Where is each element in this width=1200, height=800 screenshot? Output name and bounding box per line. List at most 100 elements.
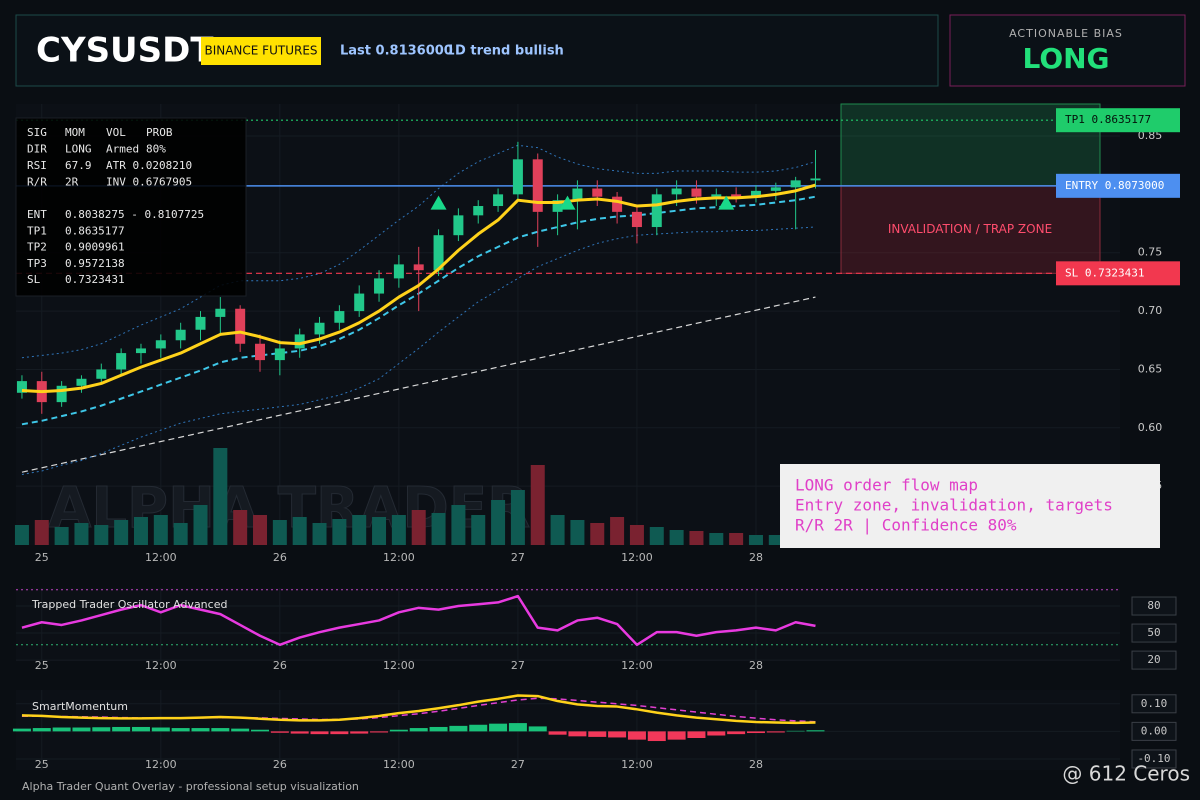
info-text: LONG xyxy=(65,143,92,156)
x-tick-label: 28 xyxy=(749,659,763,672)
histogram-bar xyxy=(627,731,646,740)
info-text: ATR 0.0208210 xyxy=(106,159,192,172)
volume-bar xyxy=(709,533,724,545)
candle-body xyxy=(810,178,821,181)
histogram-bar xyxy=(191,728,210,732)
candle-body xyxy=(592,188,603,197)
signal-marker xyxy=(430,195,447,210)
credit: @ 612 Ceros xyxy=(1062,762,1190,786)
y-tick-label: 0.65 xyxy=(1138,362,1163,375)
candle-body xyxy=(651,194,662,228)
histogram-bar xyxy=(52,727,71,732)
candle-body xyxy=(750,190,761,198)
volume-bar xyxy=(14,525,29,545)
y-tick-label: 0.75 xyxy=(1138,246,1163,259)
candle-body xyxy=(711,194,722,197)
x-tick-label: 27 xyxy=(511,758,525,771)
level-tag xyxy=(1056,261,1180,286)
x-tick-label: 12:00 xyxy=(145,758,177,771)
info-panel xyxy=(15,117,247,297)
histogram-bar xyxy=(231,728,250,732)
candle-body xyxy=(255,343,266,361)
histogram-bar xyxy=(151,727,170,732)
y-tick-label: 0.85 xyxy=(1138,129,1163,142)
trend: 1D trend bullish xyxy=(446,44,564,59)
annotation-line: LONG order flow map xyxy=(795,476,978,495)
y-tick-box xyxy=(1131,596,1177,616)
volume-bar xyxy=(173,523,188,545)
y-tick-box xyxy=(1131,623,1177,643)
volume-bar xyxy=(411,510,426,545)
x-tick-label: 26 xyxy=(273,758,287,771)
annotation-line: R/R 2R | Confidence 80% xyxy=(795,516,1017,535)
ema-line xyxy=(21,183,816,394)
candle-body xyxy=(314,322,325,335)
volume-bar xyxy=(570,520,585,545)
candle-body xyxy=(631,211,642,228)
level-label: ENTRY 0.8073000 xyxy=(1065,179,1164,192)
volume-bar xyxy=(34,520,49,545)
candle-body xyxy=(16,381,27,393)
candle-body xyxy=(572,188,583,201)
candle-body xyxy=(731,194,742,198)
info-text: SIG xyxy=(27,126,47,139)
info-text: ENT xyxy=(27,208,47,221)
indicator-line xyxy=(21,694,816,725)
bias-label: ACTIONABLE BIAS xyxy=(1009,27,1123,40)
histogram-bar xyxy=(370,731,389,733)
volume-bar xyxy=(372,517,387,545)
histogram-bar xyxy=(469,724,488,732)
volume-bar xyxy=(649,527,664,545)
candle-body xyxy=(413,264,424,271)
candle-body xyxy=(76,378,87,386)
histogram-bar xyxy=(667,731,686,740)
volume-bar xyxy=(729,533,744,545)
histogram-bar xyxy=(251,729,270,732)
x-tick-label: 27 xyxy=(511,659,525,672)
volume-bar xyxy=(272,520,287,545)
volume-bar xyxy=(352,515,367,545)
volume-bar xyxy=(530,465,545,545)
x-tick-label: 12:00 xyxy=(383,659,415,672)
candle-body xyxy=(493,194,504,207)
candle-body xyxy=(96,369,107,379)
info-text: TP3 xyxy=(27,257,47,270)
histogram-bar xyxy=(608,731,627,738)
x-tick-label: 12:00 xyxy=(383,758,415,771)
y-tick-label: 0.00 xyxy=(1141,724,1168,737)
histogram-bar xyxy=(12,728,31,732)
exchange: BINANCE FUTURES xyxy=(204,44,317,58)
volume-bar xyxy=(332,519,347,545)
y-tick-label: 20 xyxy=(1147,653,1160,666)
volume-bar xyxy=(491,500,506,545)
x-tick-label: 12:00 xyxy=(621,758,653,771)
candle-body xyxy=(354,293,365,312)
x-tick-label: 26 xyxy=(273,551,287,564)
info-text: MOM xyxy=(65,126,85,139)
candle-body xyxy=(393,264,404,279)
info-text: 0.9009961 xyxy=(65,241,125,254)
candle-body xyxy=(612,196,623,212)
histogram-bar xyxy=(647,731,666,742)
indicator-line xyxy=(21,594,816,647)
trap-zone xyxy=(840,185,1101,274)
histogram-bar xyxy=(310,731,329,735)
overlay-layer: 2512:002612:002712:00280.550.600.650.700… xyxy=(15,108,1180,771)
info-text: 0.8635177 xyxy=(65,224,125,237)
watermark: ALPHA TRADER xyxy=(48,476,530,541)
info-text: SL xyxy=(27,273,41,286)
bias-value: LONG xyxy=(1022,42,1109,75)
candle-body xyxy=(512,159,523,195)
candle-body xyxy=(790,180,801,188)
histogram-bar xyxy=(687,731,706,738)
x-tick-label: 28 xyxy=(749,758,763,771)
volume-bar xyxy=(94,525,109,545)
histogram-bar xyxy=(508,723,527,732)
info-text: TP1 xyxy=(27,224,47,237)
volume-bar xyxy=(610,517,625,545)
histogram-bar xyxy=(766,731,785,733)
candle-body xyxy=(294,334,305,349)
histogram-bar xyxy=(290,731,309,734)
candle-body xyxy=(56,385,67,403)
header-panel xyxy=(15,14,939,87)
